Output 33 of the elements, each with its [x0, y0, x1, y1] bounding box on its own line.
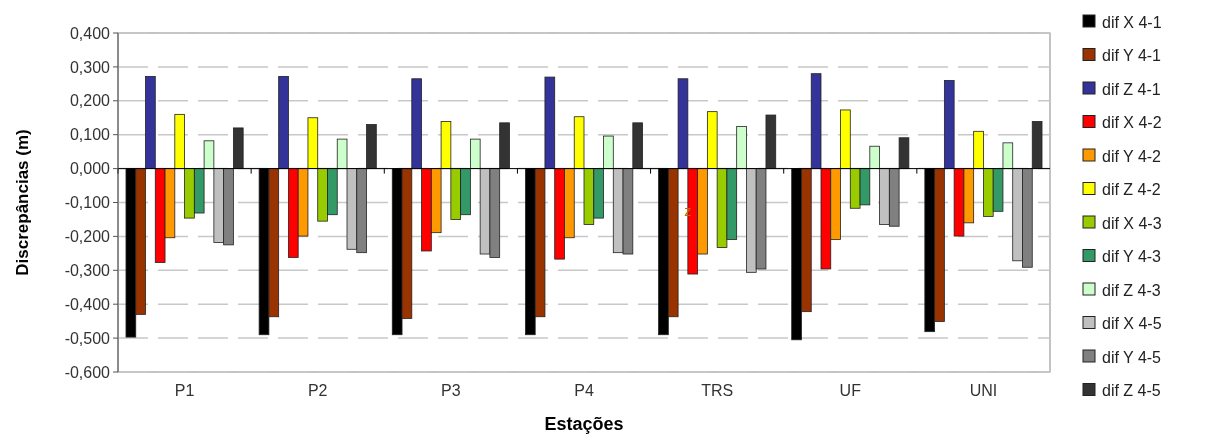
y-tick-label: 0,000 — [69, 160, 111, 178]
x-tick-label: UNI — [969, 382, 998, 399]
y-tick-label: 0,400 — [69, 24, 111, 42]
x-tick-label: P1 — [174, 382, 195, 399]
x-axis-title: Estações — [544, 414, 624, 434]
x-tick-label: UF — [839, 382, 862, 399]
legend-label: dif Y 4-3 — [1102, 248, 1162, 266]
legend-label: dif Z 4-3 — [1102, 281, 1161, 299]
y-tick-label: 0,200 — [69, 92, 111, 110]
x-tick-label: P4 — [574, 382, 594, 399]
y-axis-title: Discrepâncias (m) — [13, 129, 32, 276]
legend-label: dif Z 4-2 — [1102, 181, 1161, 199]
x-tick-label: P3 — [441, 382, 461, 399]
x-tick-label: TRS — [701, 382, 734, 399]
legend-label: dif Y 4-5 — [1102, 348, 1162, 366]
y-tick-label: -0,100 — [64, 194, 111, 212]
x-tick-label: P2 — [307, 382, 328, 399]
legend-label: dif Z 4-5 — [1102, 382, 1161, 400]
y-tick-label: -0,300 — [64, 261, 111, 279]
legend-label: dif X 4-1 — [1102, 13, 1162, 31]
y-tick-label: 0,300 — [69, 58, 111, 76]
legend-label: dif X 4-3 — [1102, 214, 1162, 232]
y-tick-label: -0,600 — [64, 363, 111, 381]
legend-label: dif Z 4-1 — [1102, 80, 1161, 98]
legend-label: dif X 4-2 — [1102, 114, 1162, 132]
y-tick-label: -0,200 — [64, 228, 111, 245]
legend-label: dif Y 4-1 — [1102, 47, 1162, 65]
legend-label: dif X 4-5 — [1102, 315, 1162, 333]
y-tick-label: 0,100 — [69, 126, 111, 144]
y-tick-label: -0,500 — [64, 329, 111, 347]
y-tick-label: -0,400 — [64, 295, 111, 313]
annotation: z — [684, 203, 692, 220]
legend-label: dif Y 4-2 — [1102, 147, 1162, 165]
